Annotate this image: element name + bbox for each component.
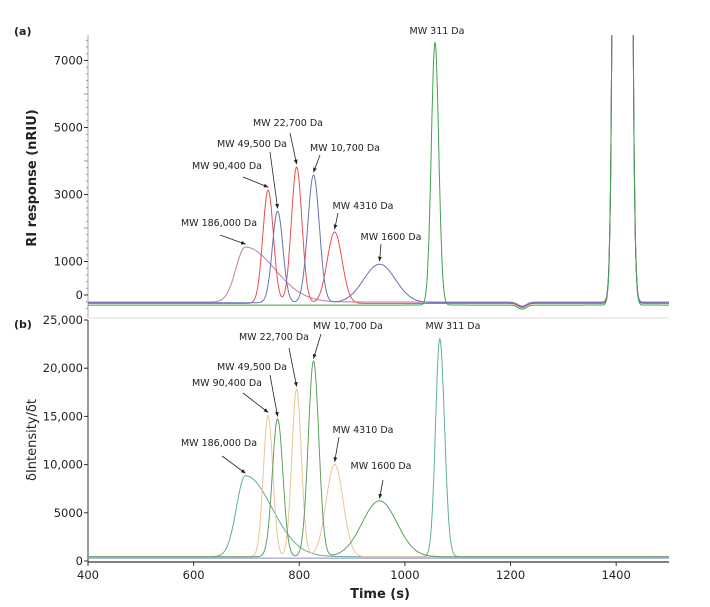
y-tick-label: 10,000 — [43, 458, 83, 472]
y-tick-label: 5000 — [54, 506, 83, 520]
annotation-arrow — [288, 347, 298, 387]
y-tick-label: 0 — [76, 554, 83, 568]
x-tick-label: 1200 — [496, 568, 525, 582]
peak-annotation: MW 311 Da — [410, 26, 465, 37]
x-tick-label: 600 — [183, 568, 205, 582]
y-tick-label: 0 — [76, 288, 83, 302]
annotation-arrow — [269, 151, 279, 209]
peak-annotation: MW 22,700 Da — [239, 332, 309, 343]
series-group — [88, 35, 669, 310]
y-tick-label: 15,000 — [43, 409, 83, 423]
annotation-arrow — [378, 243, 382, 262]
y-tick-label: 1000 — [54, 255, 83, 269]
annotation-arrow — [221, 455, 246, 474]
series-line-3 — [88, 359, 669, 558]
panel-b: 400 600 800 1000 1200 1400 0 5000 10,000 15,000 20… — [43, 313, 669, 582]
series-line-2 — [88, 35, 669, 308]
peak-annotation: MW 90,400 Da — [192, 161, 262, 172]
y-tick-label: 5000 — [54, 121, 83, 135]
peak-annotation: MW 186,000 Da — [181, 218, 257, 229]
series-line-1 — [88, 337, 669, 558]
series-line-2 — [88, 388, 669, 558]
peak-annotation: MW 90,400 Da — [192, 378, 262, 389]
panel-b-ylabel: δIntensity/δt — [25, 399, 40, 481]
series-line-3 — [88, 35, 669, 308]
peak-annotation: MW 1600 Da — [361, 232, 422, 243]
x-tick-label: 1000 — [390, 568, 419, 582]
annotation-arrow — [333, 212, 339, 230]
annotation-arrow — [269, 374, 279, 417]
peak-annotation: MW 186,000 Da — [181, 438, 257, 449]
y-tick-label: 25,000 — [43, 313, 83, 327]
annotation-arrow — [333, 436, 340, 463]
panel-a-ylabel: RI response (nRIU) — [25, 109, 40, 246]
annotation-arrow — [378, 479, 384, 499]
x-axis-label: Time (s) — [350, 587, 410, 602]
peak-annotation: MW 10,700 Da — [313, 321, 383, 332]
y-tick-label: 20,000 — [43, 361, 83, 375]
annotation-arrow — [242, 176, 269, 188]
peak-annotation: MW 22,700 Da — [253, 118, 323, 129]
series-line-4 — [88, 35, 669, 310]
y-tick-label: 3000 — [54, 188, 83, 202]
annotation-arrow — [289, 132, 298, 165]
annotation-arrow — [242, 392, 269, 413]
series-line-1 — [88, 35, 669, 307]
peak-annotation: MW 311 Da — [426, 321, 481, 332]
peak-annotation: MW 4310 Da — [333, 201, 394, 212]
peak-annotation: MW 10,700 Da — [310, 143, 380, 154]
x-tick-label: 400 — [77, 568, 99, 582]
peak-annotation: MW 4310 Da — [333, 425, 394, 436]
panel-a: 0 1000 3000 5000 7000 MW 186,000 Da MW 90,400 … — [54, 26, 669, 319]
peak-annotation: MW 49,500 Da — [217, 139, 287, 150]
peak-annotation: MW 49,500 Da — [217, 362, 287, 373]
panel-b-label: (b) — [14, 318, 32, 331]
series-group — [88, 337, 669, 559]
peak-annotation: MW 1600 Da — [351, 461, 412, 472]
annotation-arrow — [219, 234, 246, 245]
panel-a-label: (a) — [14, 25, 31, 38]
y-tick-label: 7000 — [54, 54, 83, 68]
x-tick-label: 800 — [288, 568, 310, 582]
x-tick-label: 1400 — [602, 568, 631, 582]
annotation-arrow — [313, 154, 321, 173]
annotation-arrow — [312, 333, 322, 359]
